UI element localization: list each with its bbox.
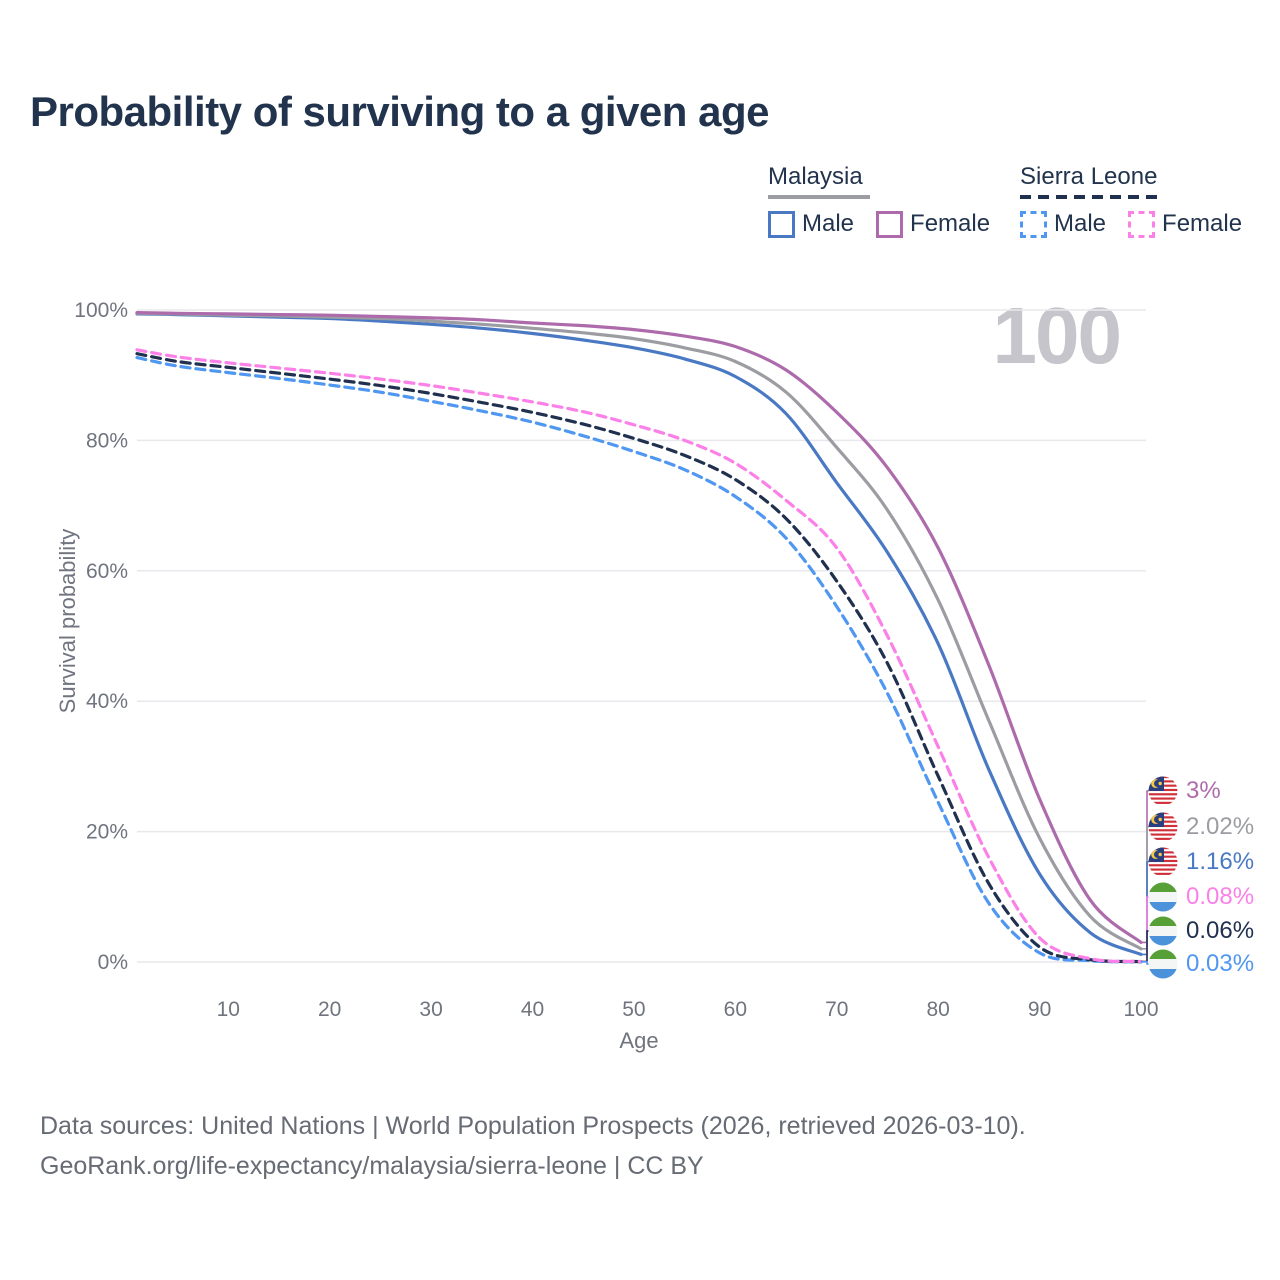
y-tick-label: 100% bbox=[74, 299, 128, 322]
x-tick-label: 40 bbox=[521, 998, 544, 1021]
page-title: Probability of surviving to a given age bbox=[30, 88, 769, 135]
footer-attribution: GeoRank.org/life-expectancy/malaysia/sie… bbox=[40, 1152, 704, 1180]
x-tick-label: 50 bbox=[622, 998, 645, 1021]
end-label-malaysia-female: 3% bbox=[1148, 775, 1221, 807]
legend-item-label: Female bbox=[910, 210, 991, 237]
x-tick-label: 80 bbox=[926, 998, 949, 1021]
x-axis-title: Age bbox=[619, 1028, 659, 1053]
series-line-malaysia-female[interactable] bbox=[135, 311, 1143, 944]
sierra-leone-flag-icon bbox=[1148, 949, 1178, 979]
end-label-value: 2.02% bbox=[1186, 813, 1255, 840]
legend-item-label: Male bbox=[1054, 210, 1107, 237]
malaysia-flag-icon bbox=[1148, 812, 1178, 842]
end-label-value: 0.03% bbox=[1186, 950, 1255, 977]
y-tick-label: 80% bbox=[86, 429, 128, 452]
x-tick-label: 100 bbox=[1123, 998, 1158, 1021]
malaysia-male-swatch-icon bbox=[768, 210, 795, 238]
end-label-malaysia-male: 1.16% bbox=[1148, 846, 1254, 878]
series-line-sierra-leone-both-sexes-[interactable] bbox=[135, 352, 1143, 964]
sierra-leone-male-swatch-icon bbox=[1020, 210, 1047, 238]
legend-sierra-leone-line-sample bbox=[1020, 195, 1163, 199]
end-label-value: 0.06% bbox=[1186, 917, 1255, 944]
x-tick-label: 20 bbox=[318, 998, 341, 1021]
x-tick-label: 30 bbox=[419, 998, 442, 1021]
series-line-sierra-leone-female[interactable] bbox=[135, 348, 1143, 964]
legend-group-sierra-leone-title: Sierra Leone bbox=[1020, 163, 1158, 190]
x-tick-label: 90 bbox=[1028, 998, 1051, 1021]
footer-data-sources: Data sources: United Nations | World Pop… bbox=[40, 1112, 1026, 1140]
end-label-sierra-leone-male: 0.03% bbox=[1148, 948, 1254, 980]
legend-item-label: Male bbox=[802, 210, 855, 237]
selected-age-watermark: 100 bbox=[992, 291, 1122, 380]
legend-item-sierra-leone-female[interactable]: Female bbox=[1128, 210, 1242, 238]
x-tick-label: 10 bbox=[217, 998, 240, 1021]
end-label-malaysia-both-sexes-: 2.02% bbox=[1148, 811, 1254, 843]
legend-item-malaysia-female[interactable]: Female bbox=[876, 210, 990, 238]
end-label-sierra-leone-both-sexes-: 0.06% bbox=[1148, 915, 1254, 947]
series-line-malaysia-both-sexes-[interactable] bbox=[135, 311, 1143, 951]
y-axis-title: Survival probability bbox=[55, 528, 80, 714]
series-line-sierra-leone-male[interactable] bbox=[135, 355, 1143, 964]
sierra-leone-female-swatch-icon bbox=[1128, 210, 1156, 238]
y-tick-label: 40% bbox=[86, 690, 128, 713]
end-label-value: 3% bbox=[1186, 777, 1221, 804]
y-tick-label: 0% bbox=[98, 951, 128, 974]
legend-group-sierra-leone: Sierra Leone Male Female bbox=[1020, 163, 1242, 238]
legend-group-malaysia: Malaysia Male Female bbox=[768, 163, 990, 238]
malaysia-flag-icon bbox=[1148, 776, 1178, 806]
malaysia-female-swatch-icon bbox=[876, 210, 904, 238]
y-tick-label: 60% bbox=[86, 560, 128, 583]
malaysia-flag-icon bbox=[1148, 847, 1178, 877]
legend-item-malaysia-male[interactable]: Male bbox=[768, 210, 854, 238]
sierra-leone-flag-icon bbox=[1148, 916, 1178, 946]
legend-malaysia-line-sample bbox=[768, 195, 870, 199]
footer: Data sources: United Nations | World Pop… bbox=[40, 1106, 1190, 1186]
end-label-sierra-leone-female: 0.08% bbox=[1148, 881, 1254, 913]
series-line-malaysia-male[interactable] bbox=[135, 312, 1143, 956]
y-tick-label: 20% bbox=[86, 821, 128, 844]
x-tick-label: 70 bbox=[825, 998, 848, 1021]
end-label-value: 1.16% bbox=[1186, 848, 1255, 875]
x-tick-label: 60 bbox=[724, 998, 747, 1021]
end-label-value: 0.08% bbox=[1186, 883, 1255, 910]
legend-item-label: Female bbox=[1162, 210, 1243, 237]
sierra-leone-flag-icon bbox=[1148, 882, 1178, 912]
legend-item-sierra-leone-male[interactable]: Male bbox=[1020, 210, 1106, 238]
legend-group-malaysia-title: Malaysia bbox=[768, 163, 863, 190]
